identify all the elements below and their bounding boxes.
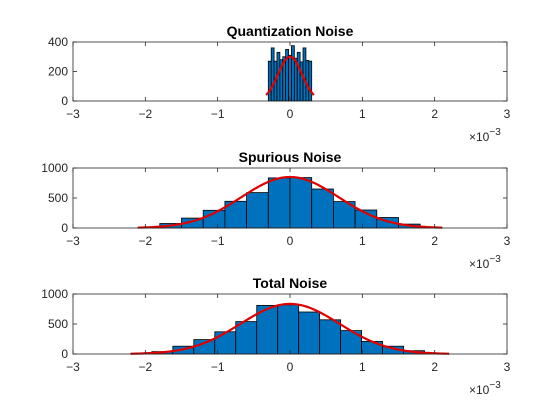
histogram-bar: [305, 60, 310, 102]
y-tick-label: 500: [48, 191, 68, 205]
x-tick-label: 2: [431, 360, 438, 374]
histogram-bar: [299, 61, 304, 102]
subplot-3: −3 −2 −1 0 1 2 3 0 500 1000 Total Noise ×10−3: [41, 275, 510, 397]
histogram-bar: [311, 188, 334, 229]
y-tick-label: 0: [61, 347, 68, 361]
x-tick-label: 1: [359, 360, 366, 374]
x-tick-label: −3: [66, 360, 80, 374]
x-tick-label: 1: [359, 107, 366, 121]
y-tick-label: 0: [61, 94, 68, 108]
histogram-bar: [235, 321, 258, 355]
x-tick-label: −1: [211, 234, 225, 248]
subplot-title: Spurious Noise: [239, 149, 342, 165]
x-tick-label: −1: [211, 360, 225, 374]
x-tick-label: −1: [211, 107, 225, 121]
x-tick-label: −2: [138, 107, 152, 121]
histogram-bar: [296, 51, 301, 102]
x-tick-label: −2: [138, 360, 152, 374]
histogram-bar: [302, 47, 307, 102]
y-tick-label: 200: [48, 65, 68, 79]
x-tick-label: 0: [287, 234, 294, 248]
x-tick-label: −3: [66, 234, 80, 248]
histogram-bar: [267, 60, 272, 102]
x-tick-label: 1: [359, 234, 366, 248]
y-tick-label: 500: [48, 317, 68, 331]
y-tick-label: 400: [48, 35, 68, 49]
x-multiplier-label: ×10−3: [469, 127, 501, 144]
subplot-title: Quantization Noise: [227, 23, 354, 39]
subplot-title: Total Noise: [253, 275, 328, 291]
x-tick-label: 3: [504, 234, 511, 248]
x-tick-label: 2: [431, 234, 438, 248]
fit-curve: [130, 302, 450, 355]
histogram-bar: [246, 192, 269, 229]
x-tick-label: 2: [431, 107, 438, 121]
histogram-bar: [277, 304, 300, 355]
histogram-bar: [270, 47, 275, 102]
histogram-bar: [267, 177, 291, 229]
histogram-bar: [289, 177, 313, 229]
x-tick-label: 3: [504, 360, 511, 374]
subplot-2: −3 −2 −1 0 1 2 3 0 500 1000 Spurious Noise ×10−3: [41, 149, 510, 271]
x-tick-label: 3: [504, 107, 511, 121]
fit-curve: [265, 55, 315, 96]
histogram-bar: [193, 339, 216, 355]
subplot-1: −3 −2 −1 0 1 2 3 0 200 400 Quantization Noise ×10−3: [48, 23, 511, 144]
histogram-bar: [319, 319, 342, 355]
histogram-bar: [291, 45, 295, 102]
x-tick-label: −2: [138, 234, 152, 248]
fit-curve: [138, 175, 442, 229]
x-multiplier-label: ×10−3: [469, 254, 501, 271]
histogram-bar: [308, 60, 313, 102]
y-tick-label: 0: [61, 221, 68, 235]
y-tick-label: 1000: [41, 161, 68, 175]
x-tick-label: 0: [287, 107, 294, 121]
y-tick-label: 1000: [41, 287, 68, 301]
x-tick-label: −3: [66, 107, 80, 121]
x-tick-label: 0: [287, 360, 294, 374]
histogram-bar: [288, 54, 292, 102]
x-multiplier-label: ×10−3: [469, 380, 501, 397]
histogram-bar: [298, 311, 321, 355]
